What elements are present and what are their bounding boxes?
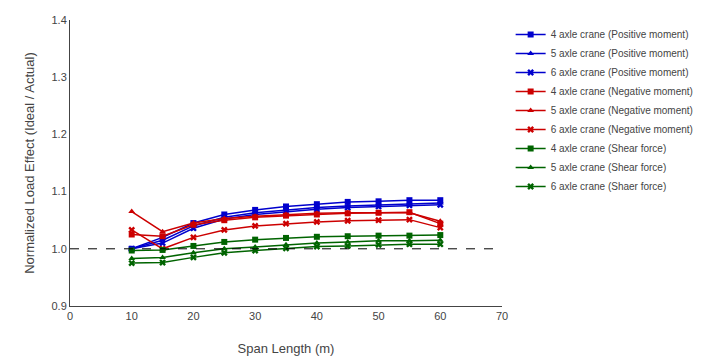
svg-text:1.2: 1.2: [52, 128, 67, 140]
svg-text:4 axle crane (Shear force): 4 axle crane (Shear force): [551, 143, 667, 154]
svg-text:6 axle crane (Positive moment): 6 axle crane (Positive moment): [551, 67, 689, 78]
svg-text:1.1: 1.1: [52, 185, 67, 197]
svg-text:6 axle crane (Negative moment): 6 axle crane (Negative moment): [551, 124, 693, 135]
svg-text:30: 30: [249, 310, 261, 322]
svg-text:Normalized Load Effect (Ideal: Normalized Load Effect (Ideal / Actual): [22, 52, 37, 274]
svg-text:6 axle crane (Shaer force): 6 axle crane (Shaer force): [551, 181, 667, 192]
svg-text:1.3: 1.3: [52, 71, 67, 83]
svg-text:20: 20: [187, 310, 199, 322]
svg-text:4 axle crane (Positive moment): 4 axle crane (Positive moment): [551, 29, 689, 40]
svg-text:5 axle crane (Negative moment): 5 axle crane (Negative moment): [551, 105, 693, 116]
svg-text:0.9: 0.9: [52, 300, 67, 312]
svg-text:1.0: 1.0: [52, 243, 67, 255]
svg-text:70: 70: [496, 310, 508, 322]
svg-text:60: 60: [434, 310, 446, 322]
svg-text:5 axle crane (Positive moment): 5 axle crane (Positive moment): [551, 48, 689, 59]
svg-text:5 axle crane (Shear force): 5 axle crane (Shear force): [551, 162, 667, 173]
svg-text:Span Length (m): Span Length (m): [238, 341, 335, 356]
svg-text:4 axle crane (Negative moment): 4 axle crane (Negative moment): [551, 86, 693, 97]
svg-text:40: 40: [311, 310, 323, 322]
svg-text:10: 10: [126, 310, 138, 322]
svg-text:0: 0: [67, 310, 73, 322]
svg-text:1.4: 1.4: [52, 14, 67, 26]
svg-text:50: 50: [372, 310, 384, 322]
